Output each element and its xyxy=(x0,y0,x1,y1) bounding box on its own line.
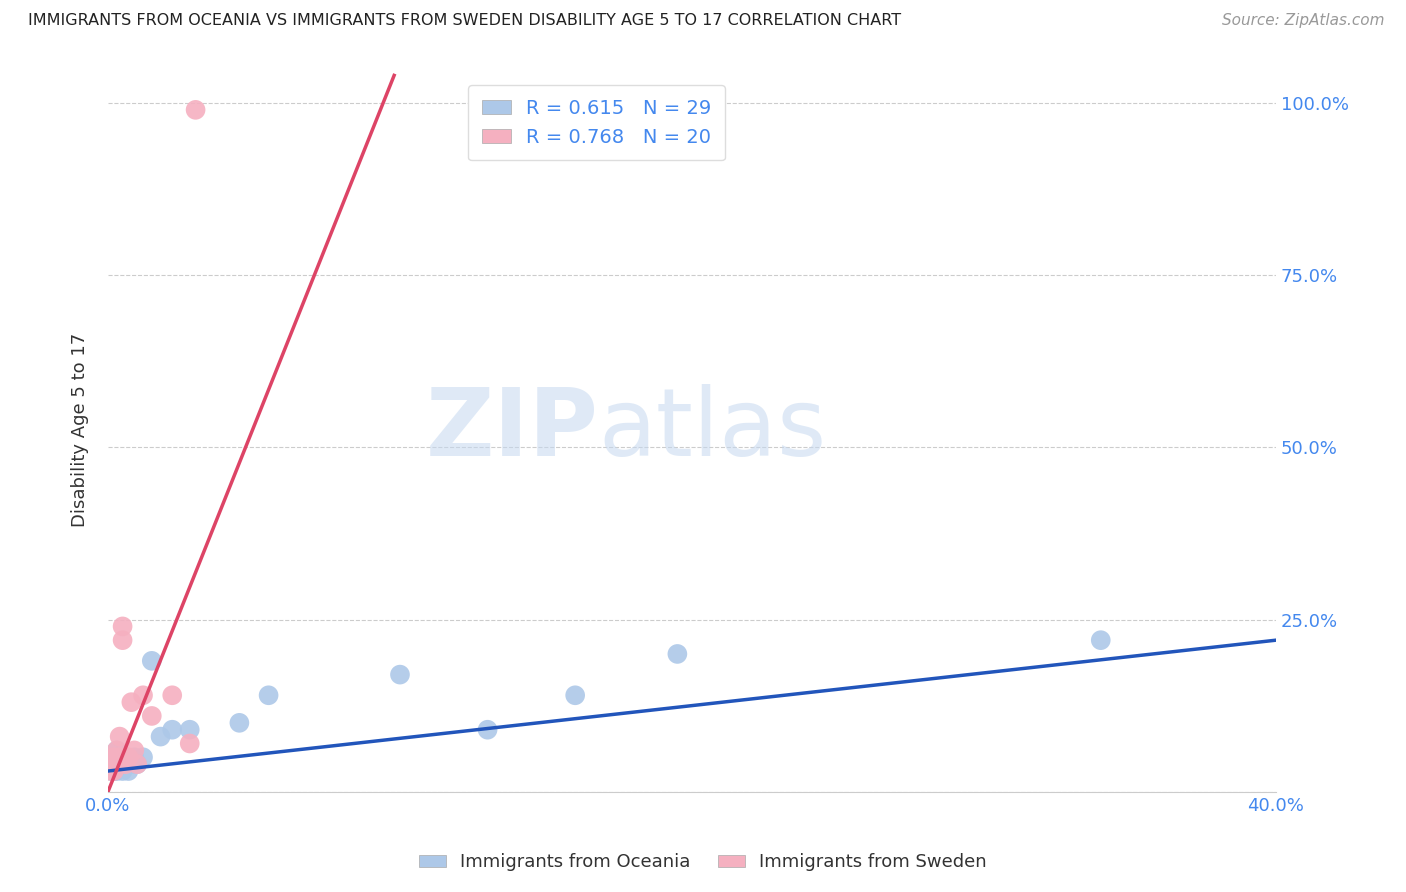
Point xyxy=(184,103,207,117)
Point xyxy=(100,764,122,778)
Legend: Immigrants from Oceania, Immigrants from Sweden: Immigrants from Oceania, Immigrants from… xyxy=(412,847,994,879)
Point xyxy=(105,764,128,778)
Point xyxy=(103,764,125,778)
Point xyxy=(111,764,134,778)
Point xyxy=(105,743,128,757)
Point xyxy=(160,688,183,702)
Point xyxy=(160,723,183,737)
Point xyxy=(127,757,149,772)
Text: Source: ZipAtlas.com: Source: ZipAtlas.com xyxy=(1222,13,1385,29)
Point xyxy=(257,688,280,702)
Point xyxy=(179,723,201,737)
Point xyxy=(105,757,128,772)
Point xyxy=(179,737,201,751)
Text: IMMIGRANTS FROM OCEANIA VS IMMIGRANTS FROM SWEDEN DISABILITY AGE 5 TO 17 CORRELA: IMMIGRANTS FROM OCEANIA VS IMMIGRANTS FR… xyxy=(28,13,901,29)
Point xyxy=(117,750,139,764)
Point xyxy=(100,757,122,772)
Point xyxy=(100,750,122,764)
Point xyxy=(117,764,139,778)
Point xyxy=(103,750,125,764)
Point xyxy=(122,750,145,764)
Point xyxy=(100,757,122,772)
Point xyxy=(127,757,149,772)
Point xyxy=(103,764,125,778)
Point xyxy=(114,757,136,772)
Legend: R = 0.615   N = 29, R = 0.768   N = 20: R = 0.615 N = 29, R = 0.768 N = 20 xyxy=(468,86,725,161)
Point xyxy=(120,695,142,709)
Point xyxy=(122,743,145,757)
Point xyxy=(228,715,250,730)
Point xyxy=(149,730,172,744)
Point xyxy=(108,730,131,744)
Text: ZIP: ZIP xyxy=(426,384,599,476)
Point xyxy=(132,750,155,764)
Point xyxy=(105,743,128,757)
Point xyxy=(666,647,689,661)
Point xyxy=(111,633,134,648)
Point xyxy=(477,723,499,737)
Point xyxy=(111,757,134,772)
Text: atlas: atlas xyxy=(599,384,827,476)
Y-axis label: Disability Age 5 to 17: Disability Age 5 to 17 xyxy=(72,333,89,527)
Point xyxy=(141,654,163,668)
Point xyxy=(108,750,131,764)
Point xyxy=(1090,633,1112,648)
Point xyxy=(103,757,125,772)
Point xyxy=(111,619,134,633)
Point xyxy=(114,750,136,764)
Point xyxy=(388,667,411,681)
Point xyxy=(100,764,122,778)
Point xyxy=(120,757,142,772)
Point xyxy=(132,688,155,702)
Point xyxy=(141,709,163,723)
Point xyxy=(108,757,131,772)
Point xyxy=(108,750,131,764)
Point xyxy=(564,688,586,702)
Point xyxy=(114,757,136,772)
